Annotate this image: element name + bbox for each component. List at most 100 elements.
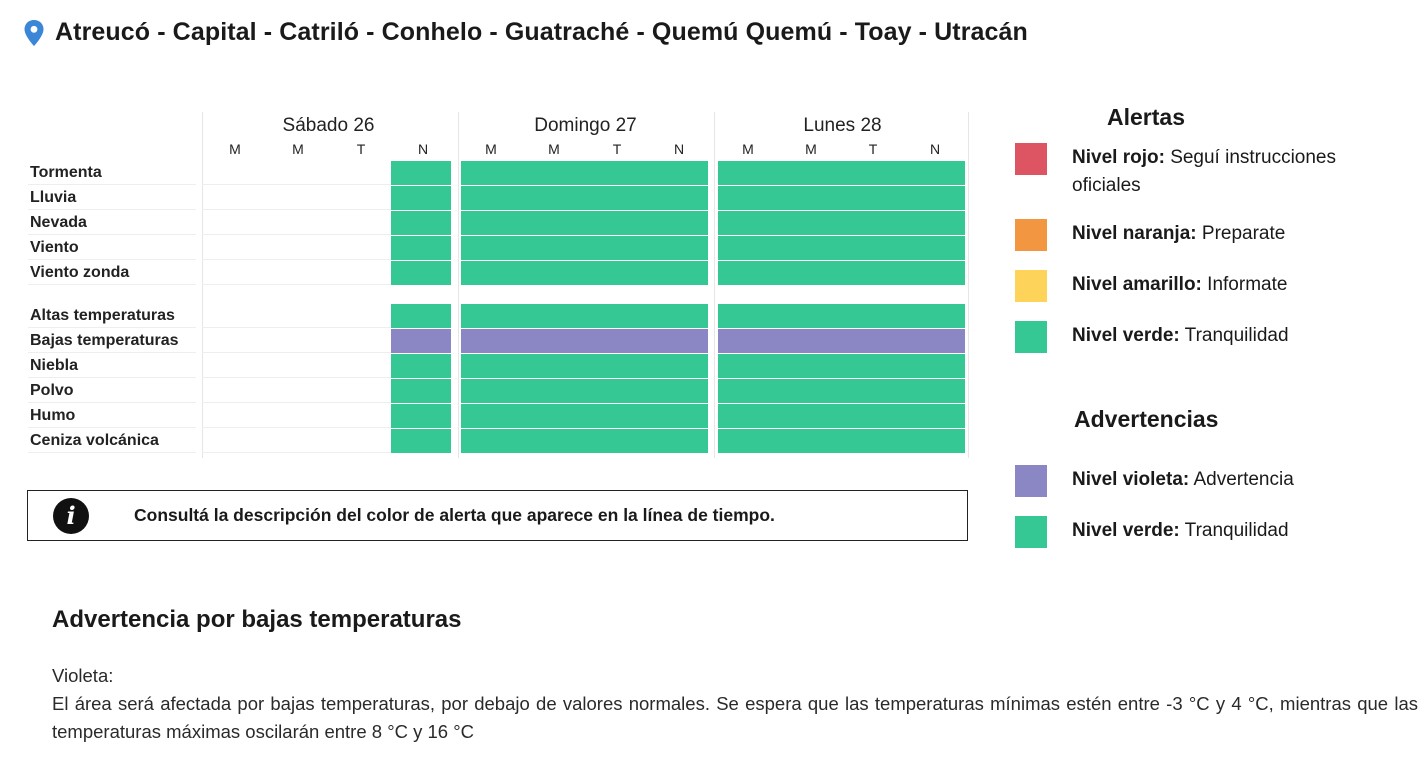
info-icon: i [53, 497, 89, 534]
warning-text: El área será afectada por bajas temperat… [52, 693, 1418, 742]
hazard-label: Niebla [28, 354, 196, 378]
alert-cell-green [718, 211, 965, 235]
alert-cell-green [461, 304, 708, 328]
alert-cell-green [718, 429, 965, 453]
warning-section-title: Advertencia por bajas temperaturas [52, 606, 462, 633]
legend-level-name: Nivel verde: [1072, 325, 1180, 346]
legend-text: Nivel amarillo: Informate [1072, 271, 1372, 299]
timeline-separator [202, 112, 203, 458]
location-pin-icon [24, 19, 44, 46]
hazard-label: Polvo [28, 379, 196, 403]
legend-text: Nivel violeta: Advertencia [1072, 466, 1372, 494]
alert-cell-empty [202, 304, 391, 328]
hazard-label: Viento [28, 236, 196, 260]
shift-label: M [548, 141, 560, 157]
warnings-heading: Advertencias [1074, 406, 1219, 432]
legend-swatch [1015, 516, 1047, 548]
shift-label: M [485, 141, 497, 157]
alert-cell-green [718, 379, 965, 403]
shift-label: T [868, 141, 878, 157]
shift-label: M [805, 141, 817, 157]
alert-cell-violet [391, 329, 451, 353]
alert-cell-green [718, 261, 965, 285]
legend-text: Nivel rojo: Seguí instrucciones oficiale… [1072, 144, 1372, 200]
alert-cell-empty [202, 354, 391, 378]
legend-level-desc: Preparate [1201, 223, 1286, 244]
legend-level-name: Nivel naranja: [1072, 223, 1197, 244]
shift-label: M [229, 141, 241, 157]
alert-cell-green [461, 404, 708, 428]
alert-cell-green [718, 404, 965, 428]
alert-cell-empty [202, 329, 391, 353]
page-header: Atreucó - Capital - Catriló - Conhelo - … [24, 18, 1028, 47]
alert-cell-empty [202, 211, 391, 235]
alert-cell-green [461, 186, 708, 210]
legend-level-name: Nivel violeta: [1072, 469, 1190, 490]
alert-cell-empty [202, 404, 391, 428]
alert-cell-empty [202, 161, 391, 185]
alert-cell-green [391, 211, 451, 235]
hazard-label: Altas temperaturas [28, 304, 196, 328]
shift-label: N [673, 141, 685, 157]
legend-level-desc: Advertencia [1193, 469, 1294, 490]
shift-label: M [292, 141, 304, 157]
shift-label: M [742, 141, 754, 157]
alert-cell-green [718, 161, 965, 185]
alert-cell-green [718, 304, 965, 328]
alert-cell-green [391, 236, 451, 260]
alert-cell-green [461, 429, 708, 453]
day-header: Sábado 26 [282, 115, 375, 136]
alert-cell-green [461, 161, 708, 185]
legend-text: Nivel verde: Tranquilidad [1072, 322, 1372, 350]
alert-cell-green [391, 161, 451, 185]
hazard-label: Tormenta [28, 161, 196, 185]
legend-level-desc: Tranquilidad [1184, 325, 1289, 346]
shift-label: N [929, 141, 941, 157]
timeline-separator [458, 112, 459, 458]
day-header: Domingo 27 [534, 115, 637, 136]
legend-level-desc: Tranquilidad [1184, 520, 1289, 541]
alert-cell-green [718, 236, 965, 260]
alert-cell-empty [202, 186, 391, 210]
legend-item-green: Nivel verde: Tranquilidad [1015, 516, 1372, 548]
alert-cell-empty [202, 379, 391, 403]
hazard-label: Nevada [28, 211, 196, 235]
legend-level-name: Nivel amarillo: [1072, 274, 1202, 295]
alert-cell-empty [202, 429, 391, 453]
legend-swatch [1015, 270, 1047, 302]
alert-cell-green [461, 236, 708, 260]
warning-color-label: Violeta: [52, 665, 114, 686]
hazard-label: Ceniza volcánica [28, 429, 196, 453]
legend-level-name: Nivel verde: [1072, 520, 1180, 541]
legend-level-desc: Informate [1207, 274, 1288, 295]
legend-swatch [1015, 321, 1047, 353]
legend-text: Nivel naranja: Preparate [1072, 220, 1372, 248]
legend-swatch [1015, 219, 1047, 251]
shift-label: T [612, 141, 622, 157]
alert-cell-green [391, 304, 451, 328]
hazard-label: Lluvia [28, 186, 196, 210]
hazard-label: Humo [28, 404, 196, 428]
legend-swatch [1015, 465, 1047, 497]
alert-cell-violet [718, 329, 965, 353]
alert-cell-green [391, 379, 451, 403]
day-header: Lunes 28 [803, 115, 882, 136]
hazard-label: Bajas temperaturas [28, 329, 196, 353]
alerts-heading: Alertas [1107, 104, 1185, 130]
alert-cell-green [391, 404, 451, 428]
alert-cell-green [718, 354, 965, 378]
alert-cell-empty [202, 236, 391, 260]
legend-item-orange: Nivel naranja: Preparate [1015, 219, 1372, 251]
alert-cell-violet [461, 329, 708, 353]
page-title: Atreucó - Capital - Catriló - Conhelo - … [55, 18, 1028, 46]
legend-level-desc: Seguí instrucciones oficiales [1072, 147, 1337, 196]
legend-item-violet: Nivel violeta: Advertencia [1015, 465, 1372, 497]
legend-item-green: Nivel verde: Tranquilidad [1015, 321, 1372, 353]
warning-description: Violeta: El área será afectada por bajas… [52, 662, 1418, 746]
legend-swatch [1015, 143, 1047, 175]
alert-cell-green [718, 186, 965, 210]
hazard-label: Viento zonda [28, 261, 196, 285]
alert-cell-green [391, 354, 451, 378]
timeline-separator [968, 112, 969, 458]
alert-cell-empty [202, 261, 391, 285]
